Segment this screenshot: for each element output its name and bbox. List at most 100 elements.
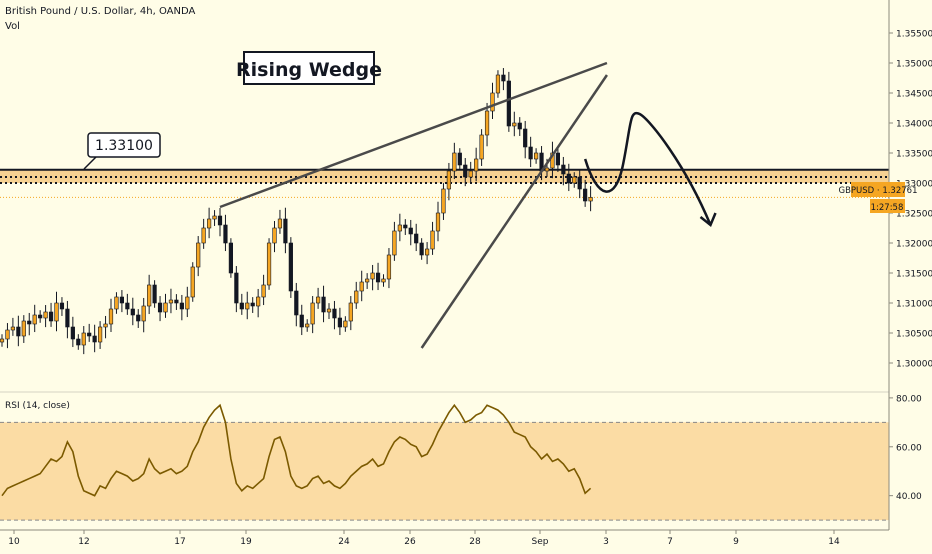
candle-body [277,218,283,229]
level-callout-text: 1.33100 [95,138,153,154]
candle-up [452,142,457,180]
time-tick-label: 14 [828,537,840,547]
time-tick-label: 9 [733,537,739,547]
candle-down [223,214,228,252]
volume-label: Vol [5,21,20,32]
drawings-layer [219,61,717,349]
candle-body [10,326,16,331]
candle-body [490,92,495,112]
price-tick-label: 1.32500 [896,210,932,220]
candle-body [354,290,359,304]
candle-body [125,302,130,310]
candle-body [48,311,54,322]
candle-down [38,310,43,323]
candle-up [359,270,364,302]
candle-body [16,326,21,337]
candle-body [337,317,343,328]
candle-body [544,167,550,172]
candle-up [381,274,386,287]
candle-up [212,210,217,226]
candle-body [397,224,402,232]
candle-down [130,297,135,326]
candle-body [152,284,157,304]
candle-body [583,188,588,202]
candle-body [512,122,517,127]
candle-up [370,264,375,291]
candle-body [136,314,141,322]
price-tick-label: 1.31000 [896,300,932,310]
candle-body [212,215,217,220]
candle-body [174,299,179,304]
candle-up [54,291,59,332]
candle-body [506,80,511,127]
candle-up [108,298,114,333]
time-tick-label: 28 [469,537,481,547]
rsi-tick-label: 40.00 [896,492,922,502]
candle-body [108,308,114,325]
candle-up [490,82,495,120]
time-tick-label: 7 [667,537,673,547]
projection-curve [583,111,712,226]
candle-body [250,302,255,307]
candle-down [217,207,223,237]
candle-down [414,223,419,252]
candle-up [435,201,441,242]
candle-body [288,242,293,292]
candle-body [588,197,593,202]
candle-down [48,302,54,327]
candle-body [147,284,152,307]
candle-body [196,242,201,268]
rsi-tick-label: 80.00 [896,394,922,404]
candle-down [119,290,124,313]
candle-body [283,218,288,244]
candle-body [103,323,108,328]
candle-up [468,161,473,183]
candle-up [474,147,479,182]
rsi-band [0,422,889,521]
candle-body [163,302,168,313]
candle-body [294,290,299,316]
price-tick-label: 1.30500 [896,330,932,340]
candle-down [332,300,337,330]
candle-body [87,332,92,337]
candle-down [27,312,32,336]
candle-body [424,248,430,256]
candle-down [87,323,92,342]
candles-layer [0,68,593,355]
candle-body [32,314,37,325]
candle-body [392,230,397,256]
candle-up [272,221,277,253]
rsi-line [1,403,592,497]
candle-body [484,110,490,136]
candle-body [0,338,5,343]
candle-up [310,296,315,334]
level-callout-box [87,132,161,158]
candle-body [217,215,223,226]
candle-body [21,320,26,337]
price-tag-box[interactable] [851,182,905,197]
candle-up [10,317,16,336]
candle-down [59,297,65,316]
candle-up [141,297,146,333]
price-tick-label: 1.35000 [896,60,932,70]
candle-body [310,302,315,325]
resistance-zone-layer [0,168,889,198]
candle-down [463,158,468,187]
candle-body [261,284,266,298]
candle-up [185,286,190,318]
price-tick-label: 1.30000 [896,360,932,370]
time-tick-label: 24 [338,537,350,547]
candle-body [375,272,381,283]
candle-down [457,148,462,170]
candle-down [555,147,560,172]
time-tick-label: 10 [8,537,20,547]
pattern-title-box [243,51,375,85]
candle-body [577,176,582,190]
candle-body [141,305,146,322]
candle-up [550,141,555,179]
candle-body [43,311,48,319]
symbol-title: British Pound / U.S. Dollar, 4h, OANDA [5,6,196,17]
candle-down [228,238,234,278]
